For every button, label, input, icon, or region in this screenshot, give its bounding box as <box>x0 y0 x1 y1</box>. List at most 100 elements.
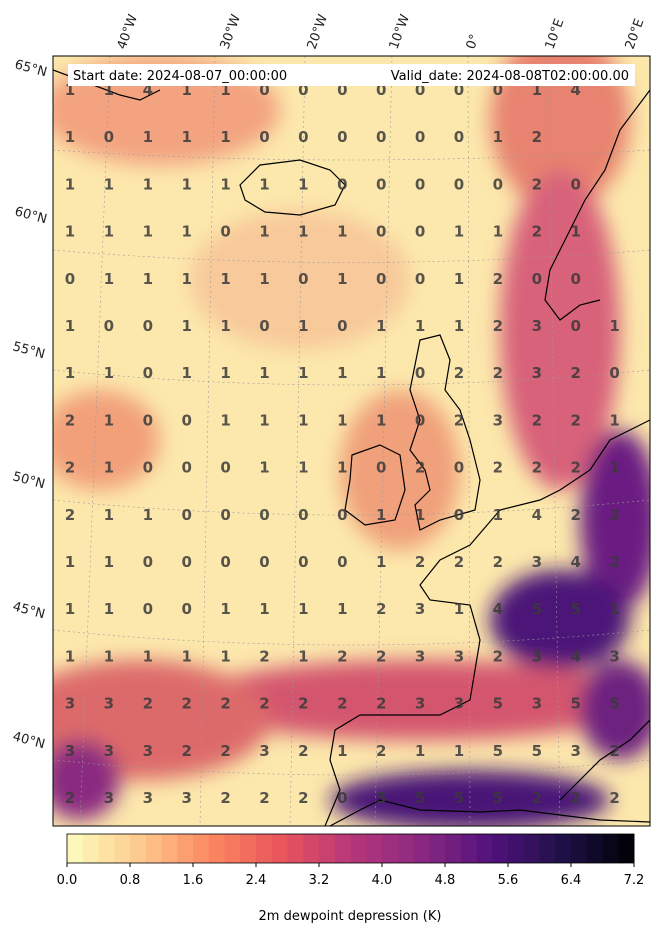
grid-value: 1 <box>181 175 191 193</box>
grid-value: 2 <box>570 411 580 429</box>
grid-value: 3 <box>65 695 75 713</box>
grid-value: 0 <box>454 506 464 524</box>
grid-value: 1 <box>493 223 503 241</box>
grid-value: 1 <box>493 128 503 146</box>
grid-value: 0 <box>143 411 153 429</box>
grid-value: 1 <box>220 81 230 99</box>
grid-value: 2 <box>493 553 503 571</box>
grid-value: 2 <box>298 742 308 760</box>
africa-coast <box>329 799 650 826</box>
colorbar-step <box>492 834 509 863</box>
colorbar-tick-label: 4.8 <box>435 873 456 888</box>
grid-value: 0 <box>376 128 386 146</box>
grid-value: 2 <box>532 175 542 193</box>
norway-coast <box>544 89 650 321</box>
grid-value: 1 <box>298 364 308 382</box>
grid-value: 0 <box>259 506 269 524</box>
colorbar-tick-label: 7.2 <box>624 873 645 888</box>
grid-value: 1 <box>65 128 75 146</box>
grid-value: 1 <box>181 317 191 335</box>
colorbar-step <box>460 834 477 863</box>
colorbar-tick-label: 0.0 <box>57 873 78 888</box>
grid-value: 3 <box>65 742 75 760</box>
colorbar-step <box>571 834 588 863</box>
longitude-label: 20°W <box>305 12 331 51</box>
latitude-label: 65°N <box>13 57 49 80</box>
med-coast <box>559 719 650 801</box>
grid-value: 3 <box>143 789 153 807</box>
ireland-coast <box>344 444 406 526</box>
grid-value: 1 <box>104 459 114 477</box>
grid-value: 2 <box>298 789 308 807</box>
grid-value: 2 <box>376 695 386 713</box>
grid-value: 5 <box>570 695 580 713</box>
grid-value: 1 <box>143 128 153 146</box>
colorbar-step <box>382 834 399 863</box>
grid-value: 0 <box>415 81 425 99</box>
iceland-coast <box>239 159 346 216</box>
grid-value: 0 <box>609 364 619 382</box>
grid-value: 3 <box>532 695 542 713</box>
grid-value: 0 <box>143 459 153 477</box>
colorbar-step <box>98 834 115 863</box>
grid-value: 2 <box>454 553 464 571</box>
grid-value: 0 <box>454 175 464 193</box>
grid-value: 1 <box>259 175 269 193</box>
grid-value: 0 <box>570 270 580 288</box>
grid-value: 2 <box>570 789 580 807</box>
grid-value: 2 <box>181 742 191 760</box>
grid-value: 3 <box>415 600 425 618</box>
grid-value: 1 <box>104 647 114 665</box>
colorbar-tick-label: 5.6 <box>498 873 519 888</box>
map-panel: 1 1 4 1 1 0 0 0 0 0 0 0 1 4 1 0 1 1 1 0 0 0 0 0 0 1 2 1 1 1 1 1 1 1 0 0 0 0 0 2… <box>53 56 650 826</box>
grid-value: 3 <box>181 789 191 807</box>
grid-value: 3 <box>143 742 153 760</box>
longitude-label: 0° <box>464 32 483 51</box>
grid-value: 2 <box>532 789 542 807</box>
grid-value: 2 <box>493 647 503 665</box>
grid-value: 1 <box>415 506 425 524</box>
grid-value: 4 <box>570 81 580 99</box>
grid-value: 3 <box>532 317 542 335</box>
grid-value: 5 <box>532 742 542 760</box>
grid-value: 0 <box>298 506 308 524</box>
grid-value: 1 <box>104 600 114 618</box>
colorbar-step <box>508 834 525 863</box>
grid-value: 2 <box>376 742 386 760</box>
grid-value: 2 <box>259 695 269 713</box>
grid-value: 0 <box>454 81 464 99</box>
colorbar-step <box>240 834 257 863</box>
grid-value: 1 <box>220 317 230 335</box>
grid-value: 1 <box>298 600 308 618</box>
colorbar-step <box>555 834 572 863</box>
grid-value: 1 <box>181 364 191 382</box>
colorbar: 0.0 0.8 1.6 2.4 3.2 4.0 4.8 5.6 6.4 7.2 2m dewpoi… <box>57 833 645 924</box>
grid-value: 1 <box>337 600 347 618</box>
grid-value: 1 <box>65 553 75 571</box>
grid-value: 0 <box>337 81 347 99</box>
grid-value: 2 <box>337 695 347 713</box>
colorbar-step <box>523 834 540 863</box>
colorbar-step <box>224 834 241 863</box>
grid-value: 0 <box>415 270 425 288</box>
colorbar-step <box>397 834 414 863</box>
grid-value: 1 <box>104 81 114 99</box>
grid-value: 1 <box>143 506 153 524</box>
grid-value: 0 <box>376 270 386 288</box>
grid-value: 0 <box>376 81 386 99</box>
grid-value: 1 <box>376 411 386 429</box>
grid-value: 1 <box>337 364 347 382</box>
colorbar-tick-label: 2.4 <box>246 873 267 888</box>
colorbar-step <box>161 834 178 863</box>
grid-value: 2 <box>143 695 153 713</box>
colorbar-title: 2m dewpoint depression (K) <box>259 909 442 924</box>
grid-value: 2 <box>570 459 580 477</box>
grid-value: 0 <box>143 553 153 571</box>
colorbar-step <box>350 834 367 863</box>
grid-value: 2 <box>220 742 230 760</box>
grid-value: 0 <box>337 128 347 146</box>
grid-value: 3 <box>493 411 503 429</box>
grid-value: 3 <box>570 742 580 760</box>
longitude-label: 10°W <box>387 12 413 51</box>
colorbar-step <box>602 834 619 863</box>
